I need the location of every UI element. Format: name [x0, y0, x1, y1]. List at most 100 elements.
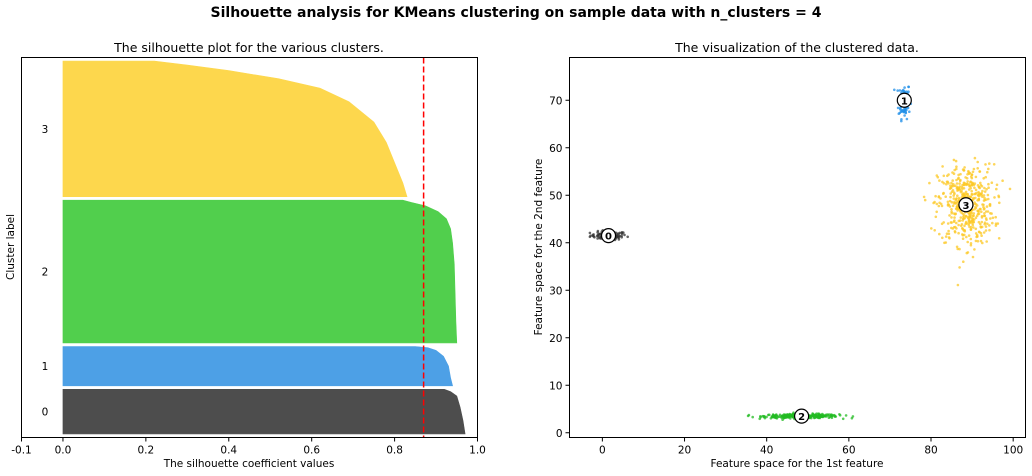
scatter-point [937, 195, 941, 198]
scatter-x-tick-label: 40 [760, 445, 773, 457]
scatter-point [953, 184, 957, 187]
scatter-point [955, 178, 958, 182]
scatter-point [991, 221, 994, 225]
silhouette-x-axis-label: The silhouette coefficient values [163, 458, 335, 470]
scatter-point [961, 168, 965, 171]
scatter-point [945, 232, 949, 235]
scatter-point [989, 217, 992, 220]
scatter-point [967, 172, 971, 175]
scatter-point [953, 212, 957, 216]
scatter-point [959, 172, 962, 176]
scatter-point [983, 212, 986, 215]
scatter-point [971, 255, 975, 259]
scatter-point [960, 223, 964, 226]
scatter-point [972, 167, 976, 171]
silhouette-x-ticks: -0.1 0.0 0.2 0.4 0.6 0.8 1.0 [11, 437, 486, 457]
scatter-point [997, 195, 1001, 199]
scatter-point [597, 234, 600, 238]
scatter-plot-title: The visualization of the clustered data. [674, 40, 919, 55]
scatter-point [947, 182, 950, 185]
scatter-point [967, 219, 971, 222]
scatter-y-tick-label: 0 [556, 428, 563, 440]
scatter-x-tick-label: 0 [599, 445, 606, 457]
scatter-point [902, 110, 905, 114]
scatter-point [942, 182, 946, 185]
scatter-point [903, 114, 906, 117]
scatter-point [950, 208, 953, 211]
scatter-point [994, 224, 998, 227]
silhouette-cluster-label-2: 2 [42, 267, 49, 279]
scatter-point [1008, 187, 1012, 191]
scatter-point [591, 233, 595, 237]
scatter-point [965, 222, 968, 225]
scatter-point [818, 416, 822, 420]
figure-title: Silhouette analysis for KMeans clusterin… [210, 5, 822, 21]
scatter-point [976, 167, 979, 170]
cluster-center-marker-3 [958, 197, 974, 213]
scatter-point [974, 175, 978, 179]
scatter-point [958, 219, 962, 222]
scatter-point [952, 220, 956, 223]
scatter-point [844, 414, 848, 417]
scatter-point [985, 205, 989, 208]
scatter-x-axis-label: Feature space for the 1st feature [710, 458, 883, 470]
scatter-point [954, 225, 957, 229]
scatter-point [956, 194, 959, 197]
scatter-point [980, 214, 984, 218]
scatter-point [958, 182, 961, 185]
silhouette-x-tick-label: -0.1 [11, 445, 32, 457]
cluster-center-marker-2 [794, 408, 810, 424]
scatter-point [958, 188, 962, 192]
scatter-plot-area: 0 1 2 3 [588, 85, 1012, 424]
silhouette-x-tick-label: 0.4 [220, 445, 237, 457]
scatter-point [993, 196, 996, 199]
scatter-point [950, 186, 953, 190]
scatter-point [966, 251, 970, 254]
scatter-point [952, 158, 956, 162]
silhouette-plot-frame [21, 57, 478, 438]
scatter-points-cluster-3 [922, 156, 1012, 287]
scatter-point [980, 234, 983, 237]
scatter-point [598, 236, 602, 240]
scatter-point [811, 412, 814, 415]
scatter-point [983, 190, 987, 193]
scatter-point [970, 175, 973, 178]
scatter-point [979, 183, 983, 187]
scatter-point [969, 242, 973, 245]
scatter-point [818, 414, 822, 418]
scatter-point [939, 202, 943, 206]
scatter-point [955, 167, 958, 171]
scatter-point [982, 177, 985, 180]
scatter-point [949, 192, 952, 195]
scatter-point [971, 170, 975, 174]
scatter-point [977, 185, 981, 189]
scatter-x-tick-label: 80 [924, 445, 937, 457]
scatter-point [896, 89, 899, 92]
scatter-point [977, 220, 981, 224]
scatter-y-axis-label: Feature space for the 2nd feature [533, 159, 545, 336]
scatter-point [982, 231, 986, 234]
scatter-point [947, 232, 951, 236]
scatter-y-tick-label: 50 [549, 190, 562, 202]
scatter-point [851, 415, 855, 418]
scatter-point [990, 181, 994, 184]
scatter-point [959, 216, 963, 219]
scatter-point [765, 415, 768, 419]
scatter-point [977, 192, 981, 195]
scatter-point [986, 193, 990, 197]
scatter-point [966, 240, 969, 244]
scatter-point [751, 415, 754, 419]
scatter-point [593, 236, 596, 239]
scatter-point [984, 229, 988, 232]
scatter-point [985, 188, 988, 191]
scatter-point [950, 226, 953, 230]
scatter-point [899, 110, 903, 113]
scatter-point [956, 283, 960, 287]
scatter-point [951, 204, 955, 208]
scatter-point [958, 266, 961, 269]
scatter-point [987, 197, 990, 201]
silhouette-x-tick-label: 0.0 [55, 445, 72, 457]
scatter-point [983, 214, 987, 218]
scatter-point [987, 167, 990, 171]
scatter-point [946, 222, 950, 225]
